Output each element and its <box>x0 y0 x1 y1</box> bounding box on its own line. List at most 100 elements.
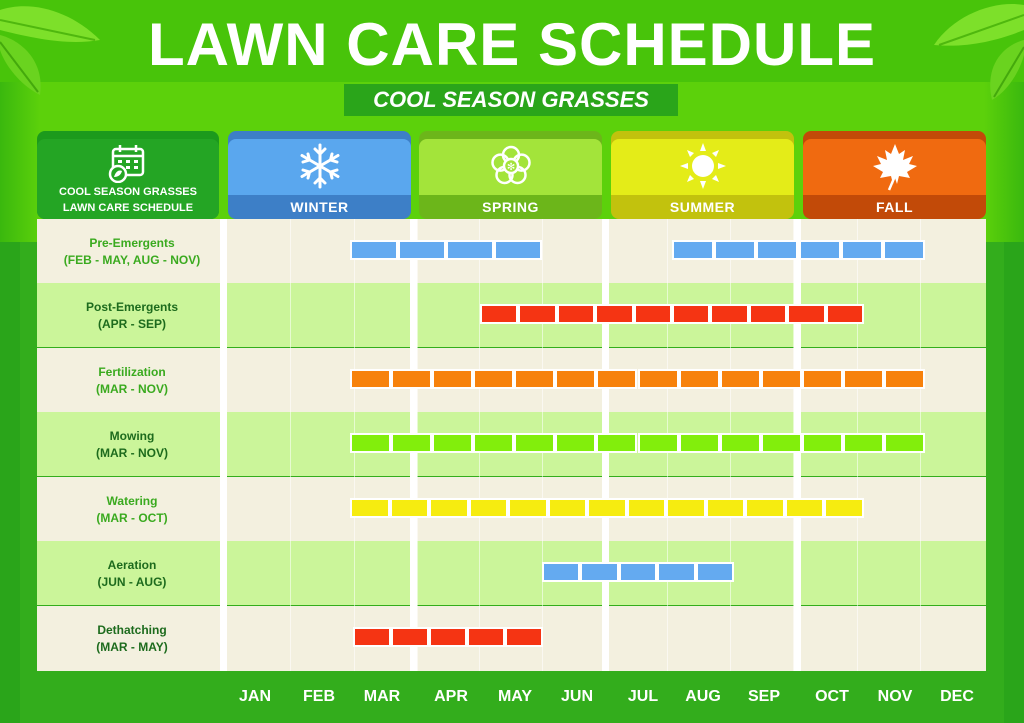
season-label-fall: FALL <box>876 199 913 215</box>
schedule-bar-segment <box>432 369 474 389</box>
leaf-decoration-right-icon <box>934 4 1024 100</box>
month-label: SEP <box>747 688 780 705</box>
schedule-bar-segment <box>446 240 494 260</box>
task-label-post-emergents: Post-Emergents (APR - SEP) <box>37 299 227 333</box>
schedule-bar-segment <box>580 562 619 582</box>
schedule-bar-segment <box>678 433 720 453</box>
task-name: Fertilization <box>98 365 166 379</box>
month-label: NOV <box>877 688 913 705</box>
schedule-bar-segment <box>883 433 925 453</box>
schedule-bar-segment <box>637 433 679 453</box>
schedule-bar-segment <box>784 498 825 518</box>
month-label: OCT <box>815 688 849 705</box>
month-label: JAN <box>238 688 271 705</box>
schedule-bar-segment <box>842 369 884 389</box>
schedule-bar-segment <box>883 369 925 389</box>
legend-line-2: LAWN CARE SCHEDULE <box>62 202 194 214</box>
page-subtitle: COOL SEASON GRASSES <box>373 87 649 112</box>
month-label: DEC <box>940 688 974 705</box>
schedule-bar-segment <box>514 369 556 389</box>
schedule-bar-segment <box>824 498 864 518</box>
schedule-bar-segment <box>596 369 638 389</box>
schedule-bar-segment <box>432 433 474 453</box>
season-label-winter: WINTER <box>290 199 349 215</box>
legend-card: COOL SEASON GRASSES LAWN CARE SCHEDULE <box>37 131 219 219</box>
schedule-bar-segment <box>801 433 843 453</box>
task-label-dethatching: Dethatching (MAR - MAY) <box>37 622 227 656</box>
leaf-decoration-left-icon <box>0 6 100 95</box>
schedule-grid: Pre-Emergents (FEB - MAY, AUG - NOV) Pos… <box>37 219 986 671</box>
calendar-leaf-icon <box>108 145 145 183</box>
schedule-bar-segment <box>756 240 799 260</box>
schedule-bar-segment <box>719 433 761 453</box>
schedule-bar-segment <box>350 369 392 389</box>
schedule-bar-segment <box>657 562 696 582</box>
month-label: APR <box>434 688 468 705</box>
schedule-bar-segment <box>840 240 883 260</box>
schedule-bar-segment <box>714 240 757 260</box>
month-label: FEB <box>303 688 335 705</box>
schedule-bar-segment <box>787 304 826 324</box>
schedule-bar-segment <box>633 304 672 324</box>
task-name: Aeration <box>107 558 157 572</box>
schedule-bar-segment <box>480 304 519 324</box>
task-range: (MAR - MAY) <box>96 640 168 654</box>
schedule-bar-segment <box>514 433 556 453</box>
task-name: Pre-Emergents <box>89 236 175 250</box>
schedule-bar-segment <box>637 369 679 389</box>
schedule-bar-segment <box>467 627 505 647</box>
schedule-bar-segment <box>672 240 715 260</box>
schedule-bar-segment <box>468 498 509 518</box>
season-card-spring: ✻ SPRING <box>419 131 602 219</box>
schedule-bar-segment <box>473 433 515 453</box>
month-label: MAR <box>363 688 401 705</box>
schedule-bar-segment <box>555 433 597 453</box>
snowflake-icon <box>300 143 339 189</box>
schedule-bar-segment <box>555 369 597 389</box>
schedule-bar-segment <box>710 304 749 324</box>
task-range: (JUN - AUG) <box>97 575 167 589</box>
schedule-bar-segment <box>556 304 596 324</box>
schedule-bar-segment <box>505 627 543 647</box>
task-name: Mowing <box>109 429 155 443</box>
schedule-bar-segment <box>350 240 398 260</box>
schedule-bar-segment <box>389 498 430 518</box>
task-range: (FEB - MAY, AUG - NOV) <box>63 253 201 267</box>
month-label: MAY <box>497 688 533 705</box>
task-range: (APR - SEP) <box>97 317 166 331</box>
schedule-bar-segment <box>473 369 515 389</box>
schedule-bar-segment <box>678 369 720 389</box>
schedule-bar-segment <box>695 562 734 582</box>
schedule-bar-segment <box>587 498 627 518</box>
schedule-bar-segment <box>748 304 788 324</box>
schedule-bar-segment <box>618 562 658 582</box>
schedule-bar-segment <box>760 433 802 453</box>
schedule-bar-segment <box>429 498 469 518</box>
task-label-pre-emergents: Pre-Emergents (FEB - MAY, AUG - NOV) <box>37 235 227 269</box>
schedule-bar-segment <box>626 498 667 518</box>
schedule-bar-segment <box>595 304 634 324</box>
task-name: Dethatching <box>97 623 167 637</box>
schedule-bar-segment <box>760 369 802 389</box>
legend-line-1: COOL SEASON GRASSES <box>59 186 197 198</box>
task-range: (MAR - NOV) <box>96 446 168 460</box>
schedule-bar-segment <box>398 240 446 260</box>
schedule-bar-segment <box>518 304 557 324</box>
schedule-bar-segment <box>801 369 843 389</box>
season-card-summer: SUMMER <box>611 131 794 219</box>
task-label-aeration: Aeration (JUN - AUG) <box>37 557 227 591</box>
svg-text:✻: ✻ <box>506 162 514 173</box>
schedule-bar-segment <box>719 369 761 389</box>
season-label-spring: SPRING <box>482 199 539 215</box>
season-label-summer: SUMMER <box>669 199 736 215</box>
left-side-panel <box>0 82 40 242</box>
schedule-bar-segment <box>391 369 433 389</box>
page-title: LAWN CARE SCHEDULE <box>147 11 876 78</box>
task-label-watering: Watering (MAR - OCT) <box>37 493 227 527</box>
right-side-panel <box>984 82 1024 242</box>
task-range: (MAR - NOV) <box>96 382 168 396</box>
schedule-bar-segment <box>350 498 390 518</box>
sun-icon <box>679 143 726 189</box>
schedule-bar-segment <box>494 240 542 260</box>
task-label-fertilization: Fertilization (MAR - NOV) <box>37 364 227 398</box>
